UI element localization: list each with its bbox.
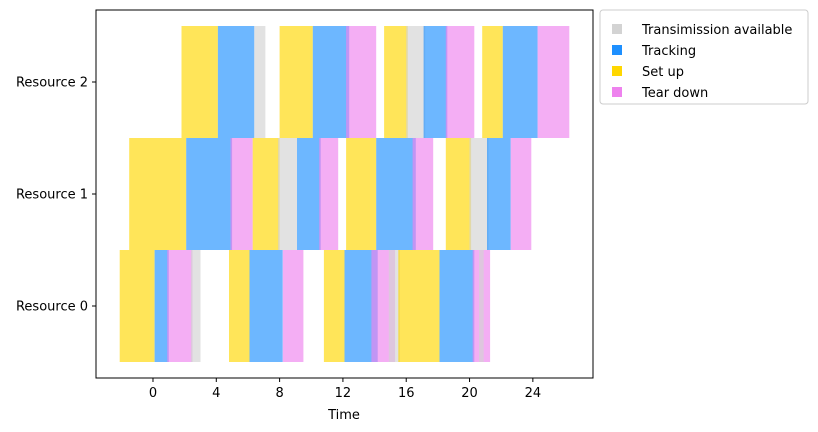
x-tick-label: 12 bbox=[335, 386, 352, 401]
bar-setup-resource-0-4 bbox=[229, 250, 250, 362]
bar-setup-resource-0-11 bbox=[398, 250, 440, 362]
y-tick-label: Resource 2 bbox=[16, 76, 88, 91]
bar-setup-resource-2-29 bbox=[181, 26, 218, 138]
bar-tracking-resource-2-40 bbox=[502, 26, 538, 138]
legend-label-teardown: Tear down bbox=[641, 86, 708, 101]
bar-tracking-resource-0-5 bbox=[249, 250, 283, 362]
x-tick-label: 8 bbox=[275, 386, 283, 401]
bar-teardown-resource-2-41 bbox=[537, 26, 570, 138]
bar-tracking-resource-0-1 bbox=[154, 250, 169, 362]
x-tick-label: 16 bbox=[398, 386, 415, 401]
bars-layer bbox=[119, 26, 570, 362]
bar-setup-resource-1-22 bbox=[346, 138, 377, 250]
x-tick-label: 4 bbox=[212, 386, 220, 401]
bar-tracking-resource-1-27 bbox=[487, 138, 511, 250]
bar-transmission-resource-0-14 bbox=[479, 250, 484, 362]
bar-teardown-resource-0-6 bbox=[282, 250, 304, 362]
bar-setup-resource-2-39 bbox=[482, 26, 503, 138]
legend-label-tracking: Tracking bbox=[641, 44, 696, 59]
bar-setup-resource-1-15 bbox=[129, 138, 187, 250]
legend-label-setup: Set up bbox=[642, 65, 684, 80]
bar-setup-resource-2-32 bbox=[279, 26, 313, 138]
x-axis: 0 4 8 12 16 20 24 bbox=[149, 378, 541, 401]
bar-transmission-resource-1-26 bbox=[469, 138, 489, 250]
bar-tracking-resource-1-16 bbox=[186, 138, 233, 250]
legend: Transimission available Tracking Set up Tea… bbox=[599, 9, 809, 105]
x-tick-label: 24 bbox=[525, 386, 542, 401]
bar-tracking-resource-2-37 bbox=[423, 26, 448, 138]
bar-transmission-resource-0-3 bbox=[191, 250, 201, 362]
y-tick-label: Resource 1 bbox=[16, 188, 88, 203]
bar-tracking-resource-2-30 bbox=[217, 26, 255, 138]
bar-teardown-resource-2-38 bbox=[445, 26, 475, 138]
bar-setup-resource-1-18 bbox=[252, 138, 280, 250]
bar-setup-resource-1-25 bbox=[445, 138, 472, 250]
bar-transmission-resource-2-36 bbox=[406, 26, 426, 138]
x-axis-label: Time bbox=[327, 408, 360, 423]
x-tick-label: 20 bbox=[461, 386, 478, 401]
bar-teardown-resource-0-2 bbox=[167, 250, 193, 362]
legend-frame bbox=[599, 9, 809, 105]
legend-swatch-tracking bbox=[612, 45, 622, 55]
bar-teardown-resource-1-17 bbox=[230, 138, 253, 250]
legend-swatch-transmission bbox=[612, 24, 622, 34]
y-tick-label: Resource 0 bbox=[16, 300, 88, 315]
bar-teardown-resource-2-34 bbox=[346, 26, 377, 138]
bar-teardown-resource-1-24 bbox=[412, 138, 434, 250]
x-tick-label: 0 bbox=[149, 386, 157, 401]
plot-area bbox=[119, 26, 570, 362]
bar-transmission-resource-1-19 bbox=[278, 138, 297, 250]
bar-teardown-resource-1-21 bbox=[319, 138, 339, 250]
legend-swatch-teardown bbox=[612, 87, 622, 97]
bar-setup-resource-0-0 bbox=[119, 250, 155, 362]
bar-transmission-resource-0-10 bbox=[388, 250, 400, 362]
bar-tracking-resource-1-23 bbox=[376, 138, 416, 250]
bar-setup-resource-2-35 bbox=[384, 26, 408, 138]
bar-setup-resource-0-7 bbox=[323, 250, 345, 362]
legend-swatch-setup bbox=[612, 66, 622, 76]
legend-label-transmission: Transimission available bbox=[641, 23, 792, 38]
bar-tracking-resource-1-20 bbox=[297, 138, 321, 250]
bar-tracking-resource-2-33 bbox=[312, 26, 350, 138]
bar-tracking-resource-0-12 bbox=[439, 250, 475, 362]
y-axis: Resource 0 Resource 1 Resource 2 bbox=[16, 76, 96, 315]
bar-transmission-resource-2-31 bbox=[254, 26, 266, 138]
bar-teardown-resource-1-28 bbox=[510, 138, 532, 250]
